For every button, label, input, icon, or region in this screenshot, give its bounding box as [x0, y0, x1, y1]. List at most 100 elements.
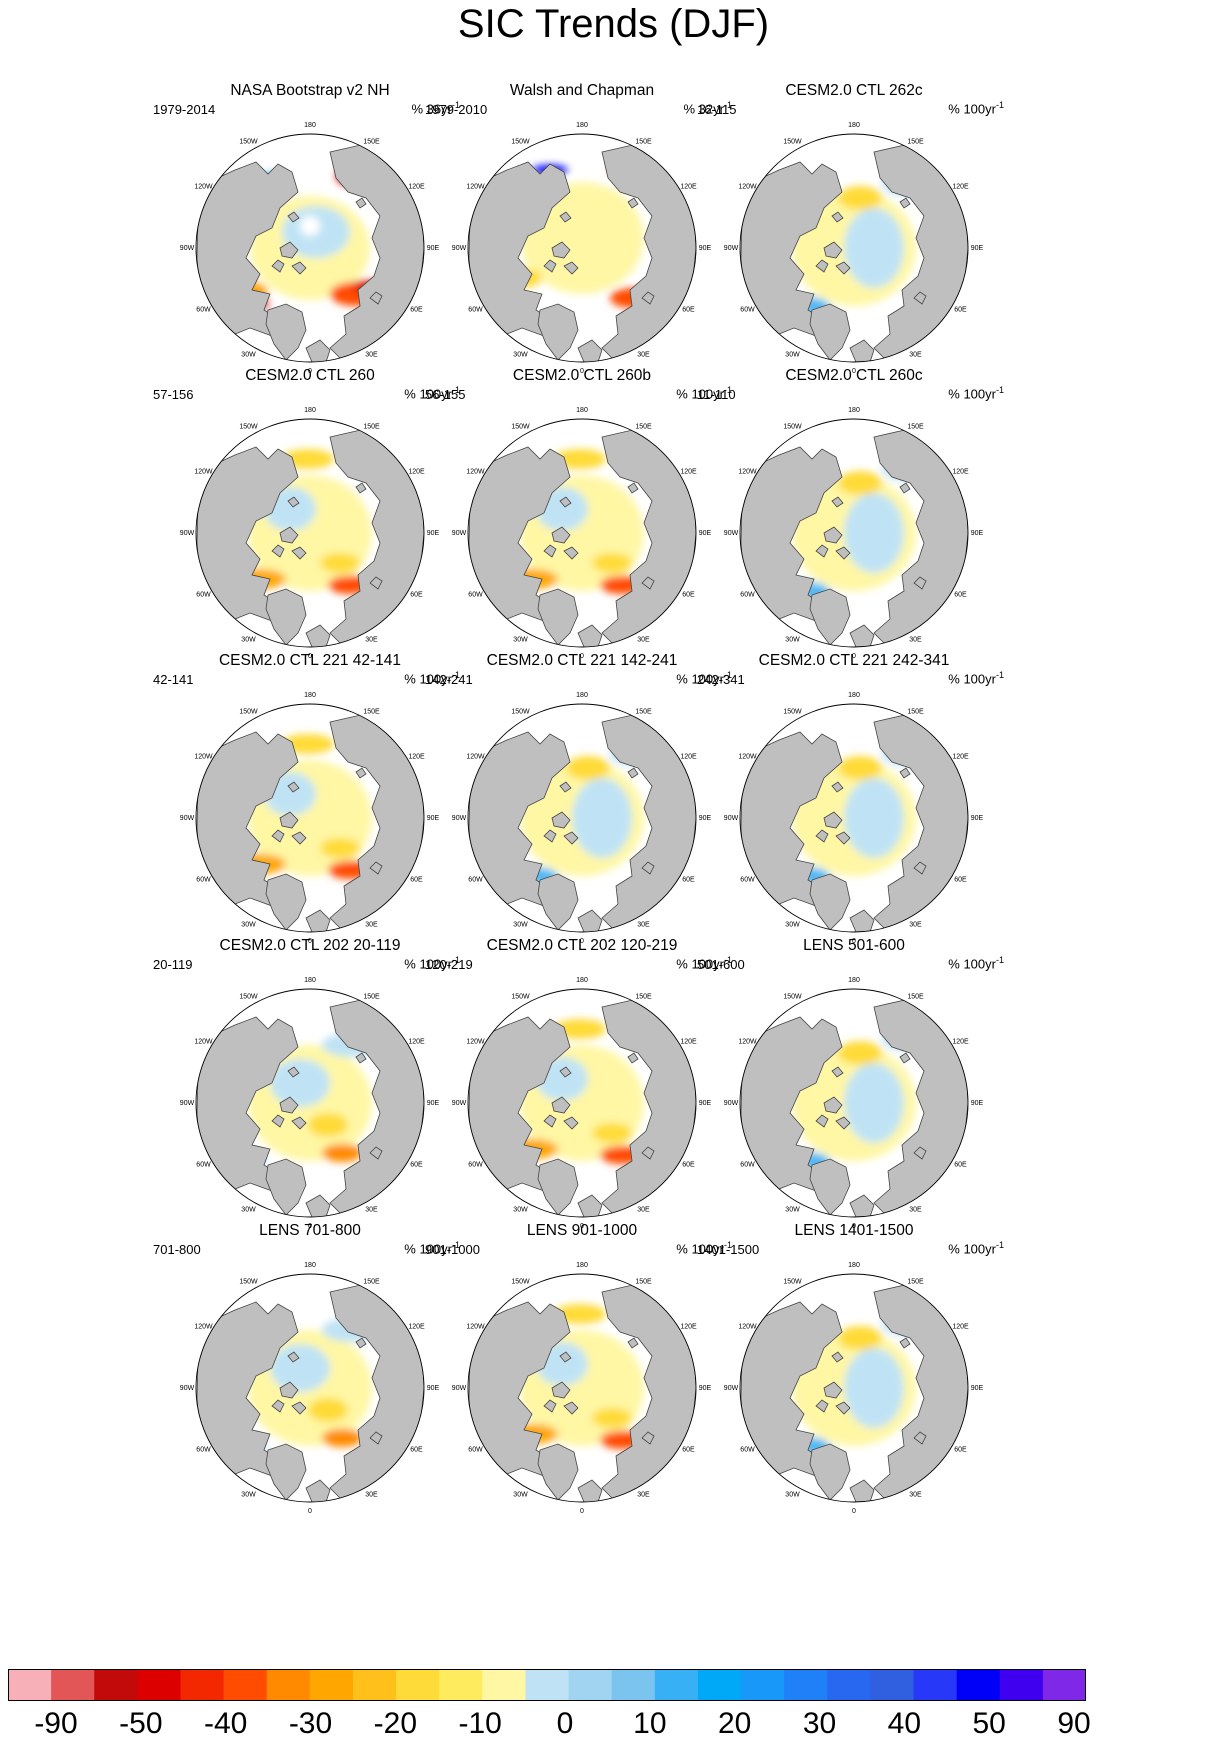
- panel-title: CESM2.0 CTL 260b: [512, 367, 652, 384]
- longitude-label: 150W: [783, 139, 802, 146]
- longitude-label: 150W: [783, 424, 802, 431]
- longitude-label: 150E: [635, 1279, 652, 1286]
- panel-units: % 100yr-1: [676, 385, 732, 401]
- island: [899, 767, 911, 779]
- panel-units: % 100yr-1: [676, 670, 732, 686]
- land-mass: [809, 588, 851, 646]
- longitude-label: 90W: [724, 530, 739, 537]
- map-boundary: [195, 133, 425, 363]
- longitude-label: 150W: [783, 994, 802, 1001]
- panel-period: 1979-2010: [425, 102, 488, 117]
- longitude-label: 180: [576, 122, 588, 129]
- longitude-label: 30W: [513, 637, 528, 644]
- longitude-label: 150W: [783, 1279, 802, 1286]
- island: [369, 291, 383, 305]
- panel-title: CESM2.0 CTL 221 42-141: [218, 652, 402, 669]
- trend-region: [320, 838, 360, 858]
- longitude-label: 0: [852, 1223, 856, 1230]
- island: [831, 496, 844, 508]
- longitude-label: 150E: [363, 994, 380, 1001]
- panel-period: 42-141: [153, 672, 194, 687]
- longitude-label: 60W: [468, 1162, 483, 1169]
- map-boundary: [467, 418, 697, 648]
- panel-title: LENS 1401-1500: [794, 1222, 914, 1239]
- longitude-label: 30E: [909, 1492, 922, 1499]
- panel-units-exponent: -1: [723, 1240, 732, 1250]
- panel-title: CESM2.0 CTL 221 142-241: [486, 652, 678, 669]
- panel-units: % 100yr-1: [404, 955, 460, 971]
- colorbar-swatch: [870, 1669, 915, 1701]
- panel-units-exponent: -1: [723, 100, 732, 110]
- colorbar-swatch: [352, 1669, 397, 1701]
- longitude-label: 0: [308, 1508, 312, 1515]
- panel-units-exponent: -1: [723, 385, 732, 395]
- map-panel: CESM2.0 CTL 202 120-219 120-219% 100yr-1 1…: [425, 937, 732, 1253]
- island: [641, 1431, 655, 1445]
- longitude-label: 120W: [738, 1039, 757, 1046]
- panel-title: CESM2.0 CTL 221 242-341: [758, 652, 950, 669]
- colorbar-swatch: [568, 1669, 613, 1701]
- island: [291, 261, 307, 275]
- longitude-label: 120E: [408, 1039, 425, 1046]
- colorbar-swatch: [697, 1669, 742, 1701]
- panel-units-text: % 100yr: [676, 1241, 724, 1257]
- longitude-label: 60E: [410, 1162, 423, 1169]
- panel-units-text: % 100yr: [404, 671, 452, 687]
- panel-units: % 100yr-1: [404, 1240, 460, 1256]
- trend-region: [322, 1429, 362, 1447]
- trend-region: [554, 449, 606, 469]
- longitude-label: 150E: [363, 709, 380, 716]
- panel-title: LENS 901-1000: [526, 1222, 638, 1239]
- panel-units: % 100yr-1: [404, 670, 460, 686]
- land-mass: [849, 909, 875, 932]
- land-mass: [577, 909, 603, 932]
- panel-units-exponent: -1: [995, 100, 1004, 110]
- colorbar-tick-label: -30: [288, 1707, 333, 1740]
- colorbar-swatch: [8, 1669, 52, 1701]
- island: [287, 1351, 300, 1363]
- longitude-label: 120E: [952, 1324, 969, 1331]
- panel-period: 16-115: [697, 102, 737, 117]
- longitude-label: 120W: [738, 184, 757, 191]
- longitude-label: 90W: [452, 1100, 467, 1107]
- island: [835, 546, 851, 560]
- colorbar-tick-label: 10: [633, 1707, 667, 1740]
- land-mass: [809, 1158, 851, 1216]
- panel-period: 56-155: [425, 387, 466, 402]
- longitude-label: 30W: [513, 1492, 528, 1499]
- longitude-label: 60E: [954, 592, 967, 599]
- colorbar: [8, 1669, 1086, 1701]
- longitude-label: 60W: [196, 1162, 211, 1169]
- longitude-label: 0: [308, 938, 312, 945]
- longitude-label: 30W: [785, 352, 800, 359]
- longitude-label: 120E: [680, 469, 697, 476]
- longitude-label: 90E: [971, 1385, 984, 1392]
- map-panel: CESM2.0 CTL 262c 16-115% 100yr-1 180 150E 12…: [697, 82, 1004, 398]
- map-panel: Walsh and Chapman 1979-2010% 32yr-1 180 150…: [425, 82, 732, 398]
- island: [815, 259, 829, 273]
- land-mass: [305, 624, 331, 647]
- island: [287, 1066, 300, 1078]
- island: [271, 829, 285, 843]
- island: [369, 576, 383, 590]
- longitude-label: 180: [848, 692, 860, 699]
- panel-units-exponent: -1: [723, 670, 732, 680]
- panel-units-exponent: -1: [451, 670, 460, 680]
- trend-region: [844, 208, 904, 288]
- longitude-label: 90W: [180, 1100, 195, 1107]
- map-panel: CESM2.0 CTL 202 20-119 20-119% 100yr-1 180…: [153, 937, 460, 1253]
- trend-region: [838, 756, 882, 780]
- longitude-label: 120E: [408, 1324, 425, 1331]
- island: [815, 544, 829, 558]
- island: [627, 482, 639, 494]
- map-boundary: [739, 418, 969, 648]
- trend-region: [592, 1408, 632, 1428]
- longitude-label: 120W: [194, 1039, 213, 1046]
- longitude-label: 60W: [740, 307, 755, 314]
- longitude-label: 0: [580, 653, 584, 660]
- land-mass: [849, 624, 875, 647]
- longitude-label: 90W: [180, 245, 195, 252]
- longitude-label: 90W: [180, 1385, 195, 1392]
- longitude-label: 120W: [738, 469, 757, 476]
- island: [563, 261, 579, 275]
